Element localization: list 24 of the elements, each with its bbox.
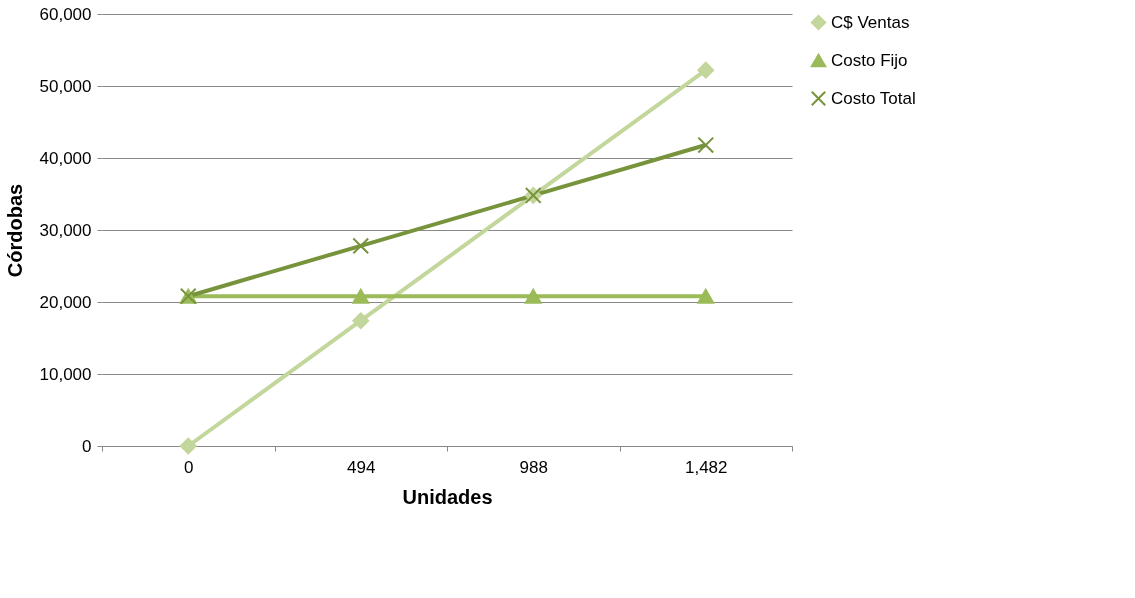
point (352, 237, 370, 255)
y-tick-label: 50,000 (39, 76, 92, 96)
point (697, 288, 715, 304)
x-tick-label: 0 (184, 457, 194, 477)
legend-label: C$ Ventas (831, 12, 910, 32)
x-axis-title: Unidades (402, 485, 493, 508)
point (697, 136, 715, 154)
legend-label: Costo Fijo (831, 50, 908, 70)
point (524, 288, 542, 304)
y-tick-label: 30,000 (39, 220, 92, 240)
point (352, 312, 370, 330)
point (352, 288, 370, 304)
x-tick-label: 988 (519, 457, 548, 477)
x-tick-label: 1,482 (684, 457, 728, 477)
y-tick-label: 40,000 (39, 148, 92, 168)
point (179, 437, 197, 455)
y-axis-title: Córdobas (3, 183, 26, 278)
y-tick-label: 60,000 (39, 4, 92, 24)
y-tick-label: 10,000 (39, 364, 92, 384)
x-tick-label: 494 (347, 457, 376, 477)
y-tick-label: 0 (82, 436, 92, 456)
y-tick-label: 20,000 (39, 292, 92, 312)
point (697, 61, 715, 79)
legend-label: Costo Total (831, 88, 916, 108)
